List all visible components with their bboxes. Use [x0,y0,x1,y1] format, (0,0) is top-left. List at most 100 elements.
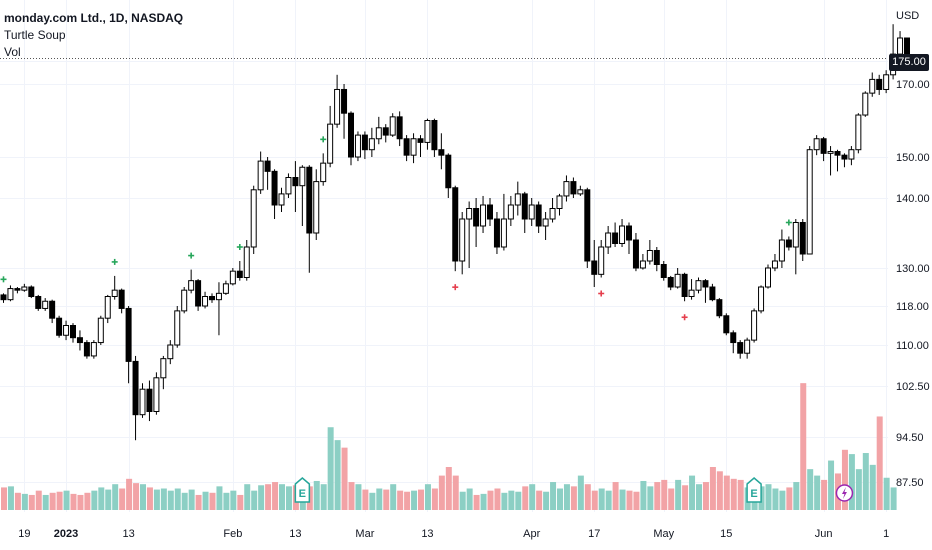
volume-bar [397,490,404,510]
candle-up [619,225,626,244]
candle-down [348,112,354,158]
y-tick-label: 130.00 [896,263,930,275]
candle-up [869,78,876,94]
y-tick-label: 150.00 [896,152,930,164]
x-tick-label: Feb [223,528,242,540]
candle-down [125,307,132,362]
volume-bar [320,484,327,510]
volume-bar [675,479,682,510]
volume-bar [28,494,35,510]
volume-bar [119,488,126,510]
candle-up [368,138,375,151]
candle-up [897,37,904,55]
volume-bar [570,486,577,510]
indicator-label[interactable]: Turtle Soup [4,28,66,42]
candle-down [306,166,313,234]
volume-bar [480,493,487,510]
volume-bar [633,491,640,510]
candle-down [0,294,7,301]
volume-bar [883,477,890,510]
volume-bar [195,494,202,510]
volume-bar [682,485,689,510]
candle-up [313,181,320,234]
volume-bar [42,494,49,510]
candle-down [820,138,827,154]
y-tick-label: 87.50 [896,477,924,489]
candle-up [139,388,146,416]
candle-up [181,289,188,312]
volume-bar [591,490,598,510]
candle-up [862,92,869,116]
candle-down [723,315,730,334]
earnings-letter: E [299,488,306,500]
volume-bar [598,488,605,510]
candle-up [528,204,535,220]
turtle-soup-signals [0,136,792,321]
price-axis[interactable]: 87.50 94.50 102.50 110.00 118.00 130.00 140.00… [896,79,930,489]
volume-bar [779,490,786,510]
earnings-marker[interactable]: E [746,477,762,503]
x-tick-label: 13 [421,528,433,540]
volume-bar [98,487,105,510]
volume-bar [77,494,84,510]
volume-bar [668,488,675,510]
y-tick-label: 140.00 [896,193,930,205]
candle-up [827,151,834,154]
candle-up [500,218,507,248]
volume-bar [508,490,515,510]
candle-up [459,218,466,262]
volume-bar [702,482,709,510]
volume-bar [848,454,855,510]
candle-up [327,123,334,164]
candle-down [70,325,76,339]
volume-bar [188,489,195,510]
candle-down [118,289,125,309]
y-tick-label: 170.00 [896,79,930,91]
earnings-marker[interactable]: E [294,477,311,503]
candle-down [730,332,737,344]
candle-up [792,222,799,248]
candle-down [702,280,709,288]
volume-bar [765,484,772,510]
volume-bar [869,464,876,510]
candle-up [104,296,111,319]
earnings-icon [294,477,311,503]
candle-down [49,300,56,319]
volume-bar [814,475,821,510]
candle-down [264,160,271,172]
volume-bar [230,490,237,510]
candle-up [160,358,167,379]
volume-bar [828,460,835,510]
dividend-marker[interactable] [835,484,854,502]
candle-down [660,264,667,278]
volume-bar [160,488,167,510]
volume-bar [807,469,814,510]
x-tick-label: 2023 [54,528,78,540]
candle-down [452,187,459,262]
volume-bar [696,484,702,510]
time-axis[interactable]: 19 2023 13 Feb 13 Mar 13 Apr 17 May 15 Jun 1 [18,528,889,540]
candle-up [424,120,431,143]
candle-down [626,225,632,241]
volume-label[interactable]: Vol [4,45,21,59]
candle-up [813,138,820,151]
volume-bar [716,471,723,510]
volume-bar [709,467,716,510]
volume-bar [647,486,654,510]
volume-bar [431,488,438,510]
candle-down [841,154,848,160]
volume-bar [369,492,376,510]
y-tick-label: 118.00 [896,301,929,313]
candle-up [563,181,570,197]
volume-bar [49,492,56,510]
candle-up [188,280,195,291]
volume-bar [550,482,557,510]
volume-bar [216,486,223,510]
x-tick-label: 19 [18,528,30,540]
candle-up [111,289,118,297]
symbol-title[interactable]: monday.com Ltd., 1D, NASDAQ [4,11,184,25]
volume-bar [35,490,42,510]
currency-label[interactable]: USD [896,10,920,22]
candle-up [514,193,521,206]
